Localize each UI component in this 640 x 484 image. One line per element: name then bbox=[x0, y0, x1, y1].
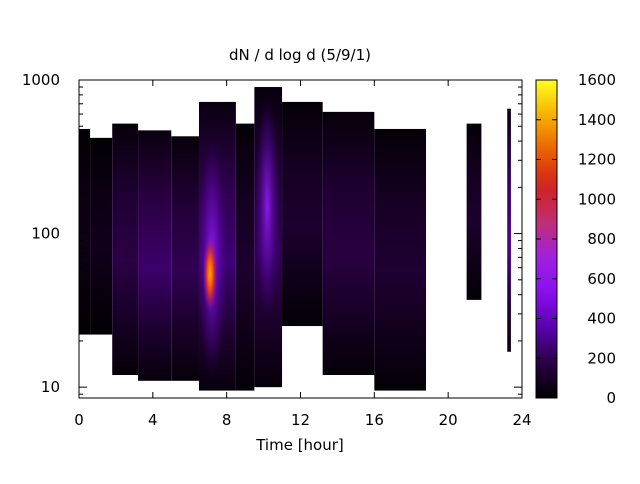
colorbar-tick-label: 400 bbox=[587, 310, 616, 328]
colorbar-tick-label: 1000 bbox=[578, 190, 616, 208]
heatmap-glow bbox=[255, 96, 280, 317]
heatmap-block bbox=[282, 101, 323, 327]
x-tick-label: 0 bbox=[74, 411, 84, 429]
heatmap-blocks bbox=[79, 87, 511, 391]
x-tick-label: 4 bbox=[148, 411, 158, 429]
y-tick-label: 10 bbox=[41, 378, 60, 396]
colorbar-tick-label: 800 bbox=[587, 230, 616, 248]
heatmap-hotspot-layer bbox=[198, 96, 280, 378]
heatmap-block bbox=[507, 108, 511, 352]
heatmap-block bbox=[90, 137, 113, 335]
heatmap-hotspot bbox=[203, 235, 218, 312]
x-axis: 0 4 8 12 16 20 24 bbox=[74, 80, 532, 429]
heatmap-block bbox=[466, 123, 482, 300]
colorbar-tick-label: 1200 bbox=[578, 151, 616, 169]
x-axis-label: Time [hour] bbox=[255, 436, 344, 454]
heatmap-block bbox=[79, 128, 91, 335]
colorbar-tick-label: 1400 bbox=[578, 111, 616, 129]
heatmap-block bbox=[138, 130, 172, 381]
x-tick-label: 12 bbox=[291, 411, 310, 429]
x-tick-label: 20 bbox=[439, 411, 458, 429]
y-tick-label: 100 bbox=[31, 225, 60, 243]
heatmap-block bbox=[235, 123, 255, 391]
chart-title: dN / d log d (5/9/1) bbox=[229, 46, 371, 64]
colorbar-tick-label: 600 bbox=[587, 270, 616, 288]
y-tick-label: 1000 bbox=[22, 71, 60, 89]
x-tick-label: 24 bbox=[512, 411, 531, 429]
heatmap-block bbox=[171, 136, 199, 381]
x-tick-label: 16 bbox=[365, 411, 384, 429]
heatmap-block bbox=[322, 111, 375, 375]
x-tick-label: 8 bbox=[222, 411, 232, 429]
heatmap-block bbox=[374, 128, 427, 391]
colorbar-tick-label: 0 bbox=[606, 389, 616, 407]
heatmap-block bbox=[112, 123, 139, 375]
colorbar-tick-label: 200 bbox=[587, 349, 616, 367]
y-axis: 10 100 1000 bbox=[22, 71, 522, 396]
colorbar-tick-label: 1600 bbox=[578, 71, 616, 89]
colorbar-ticks: 0 200 400 600 800 1000 1200 1400 1600 bbox=[536, 71, 616, 407]
